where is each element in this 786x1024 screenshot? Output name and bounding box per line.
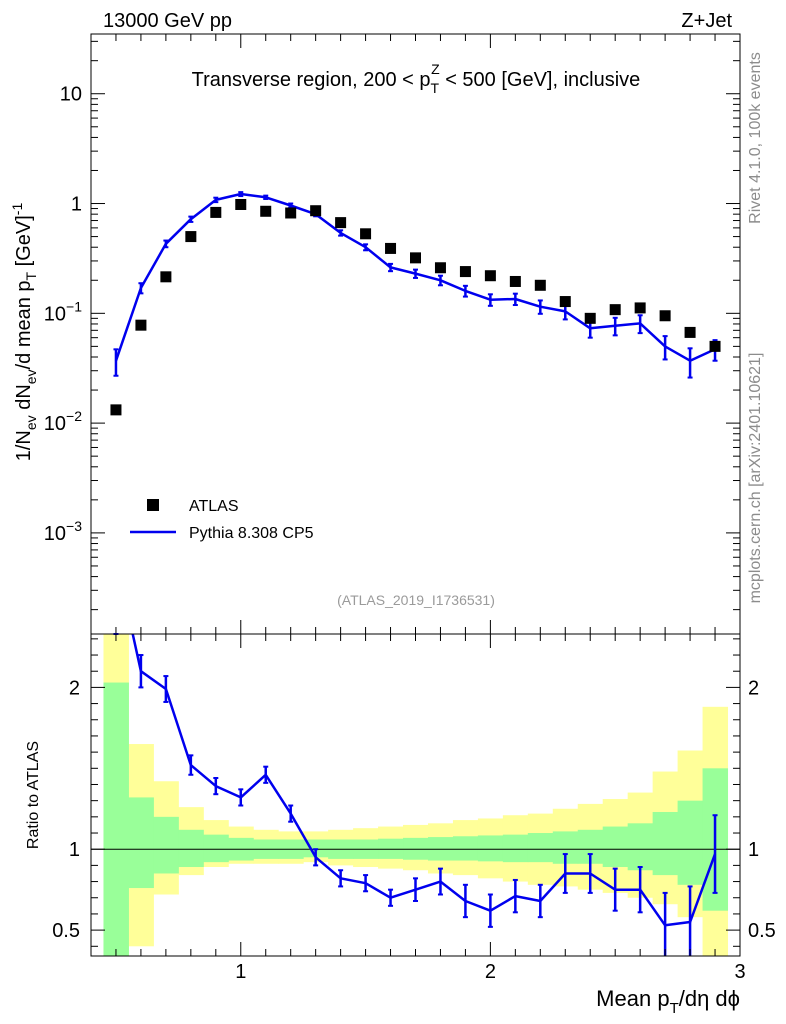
x-tick-label: 2 — [485, 961, 496, 983]
ratio-y-tick-label-right: 2 — [748, 677, 759, 699]
uncertainty-band-stat — [527, 833, 554, 863]
x-axis-label: Mean pT/dη dϕ — [596, 986, 740, 1017]
atlas-data-point — [235, 198, 247, 210]
ratio-y-tick-labels: 0.5 0.5 1 1 2 2 — [52, 677, 776, 942]
legend-label-pythia: Pythia 8.308 CP5 — [189, 525, 314, 542]
uncertainty-band-stat — [677, 800, 704, 885]
x-tick-labels: 1 2 3 — [235, 961, 745, 983]
atlas-data-point — [584, 312, 596, 324]
uncertainty-band-stat — [502, 834, 529, 863]
atlas-data-point — [110, 404, 122, 416]
uncertainty-band-stat — [128, 797, 154, 889]
plot-title: Transverse region, 200 < pTZ < 500 [GeV]… — [192, 61, 641, 96]
ylabel-part: 1/N — [13, 430, 35, 461]
title-sup: Z — [431, 61, 440, 77]
y-tick-base: 10 — [44, 523, 66, 545]
uncertainty-band-stat — [153, 816, 179, 874]
atlas-data-point — [434, 262, 446, 274]
y-tick-exponent: −1 — [66, 298, 82, 314]
xlabel-sub: T — [670, 1000, 679, 1017]
atlas-data-point — [659, 310, 671, 322]
uncertainty-band-stat — [203, 834, 229, 863]
y-tick-label: 10−3 — [44, 518, 82, 545]
y-tick-label: 10−2 — [44, 408, 82, 435]
ratio-panel: 0.5 0.5 1 1 2 2 1 2 3 Ratio to ATLAS Mean pT/dη… — [25, 633, 776, 1017]
x-tick-label: 3 — [734, 961, 745, 983]
atlas-data-point — [135, 319, 147, 331]
main-axis-ticks — [91, 34, 741, 634]
y-tick-label: 10 — [60, 84, 82, 106]
atlas-data-point — [310, 205, 322, 217]
atlas-data-point — [534, 279, 546, 291]
ylabel-part: /d mean p — [13, 280, 35, 369]
ratio-y-tick-label-right: 1 — [748, 839, 759, 861]
main-plot-marks — [110, 191, 721, 416]
ratio-y-tick-label-left: 1 — [69, 839, 80, 861]
atlas-data-point — [484, 270, 496, 282]
atlas-data-point — [709, 340, 721, 352]
legend-label-atlas: ATLAS — [189, 498, 239, 515]
main-y-axis-label: 1/Nev dNev/d mean pT [GeV]-1 — [9, 203, 39, 462]
atlas-data-point — [260, 205, 272, 217]
y-tick-exponent: −2 — [66, 408, 82, 424]
title-post: < 500 [GeV], inclusive — [440, 69, 641, 91]
atlas-data-point — [160, 271, 172, 283]
atlas-data-point — [684, 326, 696, 338]
y-tick-base: 10 — [44, 303, 66, 325]
xlabel-post: /dη dϕ — [679, 986, 740, 1011]
uncertainty-band-stat — [103, 682, 129, 956]
ylabel-part: dN — [13, 384, 35, 415]
uncertainty-band-stat — [602, 826, 629, 868]
ylabel-part: [GeV] — [13, 215, 35, 272]
mcplots-label: mcplots.cern.ch [arXiv:2401.10621] — [747, 353, 764, 604]
uncertainty-band-stat — [477, 835, 504, 862]
ratio-plot-marks — [91, 633, 740, 956]
ratio-series-line — [131, 634, 717, 927]
uncertainty-band-stat — [452, 836, 479, 861]
y-tick-label: 10−1 — [44, 298, 82, 325]
atlas-data-point — [185, 231, 197, 243]
title-pre: Transverse region, 200 < p — [192, 69, 431, 91]
ylabel-sub: ev — [23, 415, 39, 430]
y-tick-exponent: −3 — [66, 518, 82, 534]
y-tick-label: 1 — [71, 194, 82, 216]
ylabel-sup: -1 — [9, 203, 25, 216]
title-sub: T — [431, 80, 440, 96]
ratio-y-tick-label-left: 2 — [69, 677, 80, 699]
ylabel-sub: ev — [23, 369, 39, 384]
legend: ATLAS Pythia 8.308 CP5 — [130, 498, 314, 542]
uncertainty-band-stat — [178, 829, 204, 868]
ratio-axis-ticks — [91, 634, 741, 956]
ratio-y-tick-label-left: 0.5 — [52, 920, 80, 942]
xlabel-pre: Mean p — [596, 986, 669, 1011]
ylabel-sub: T — [23, 271, 39, 280]
legend-marker-atlas — [147, 499, 159, 511]
analysis-watermark: (ATLAS_2019_I1736531) — [337, 592, 495, 608]
atlas-data-point — [360, 228, 372, 240]
atlas-data-point — [459, 266, 471, 278]
uncertainty-band-stat — [627, 823, 654, 871]
atlas-data-point — [509, 275, 521, 287]
atlas-data-point — [609, 304, 621, 316]
uncertainty-band-stat — [652, 811, 679, 876]
atlas-data-point — [285, 207, 297, 219]
atlas-data-point — [385, 242, 397, 254]
energy-label: 13000 GeV pp — [103, 10, 232, 32]
process-label: Z+Jet — [681, 10, 732, 32]
rivet-label: Rivet 4.1.0, 100k events — [747, 52, 764, 224]
pythia-series-line — [114, 192, 716, 362]
atlas-data-point — [634, 302, 646, 314]
y-tick-base: 10 — [44, 413, 66, 435]
ratio-y-tick-label-right: 0.5 — [748, 920, 776, 942]
ratio-y-axis-label: Ratio to ATLAS — [25, 741, 42, 849]
x-tick-label: 1 — [235, 961, 246, 983]
atlas-data-point — [210, 206, 222, 218]
atlas-data-point — [410, 252, 421, 264]
atlas-data-point — [559, 296, 571, 308]
atlas-data-point — [335, 217, 347, 229]
